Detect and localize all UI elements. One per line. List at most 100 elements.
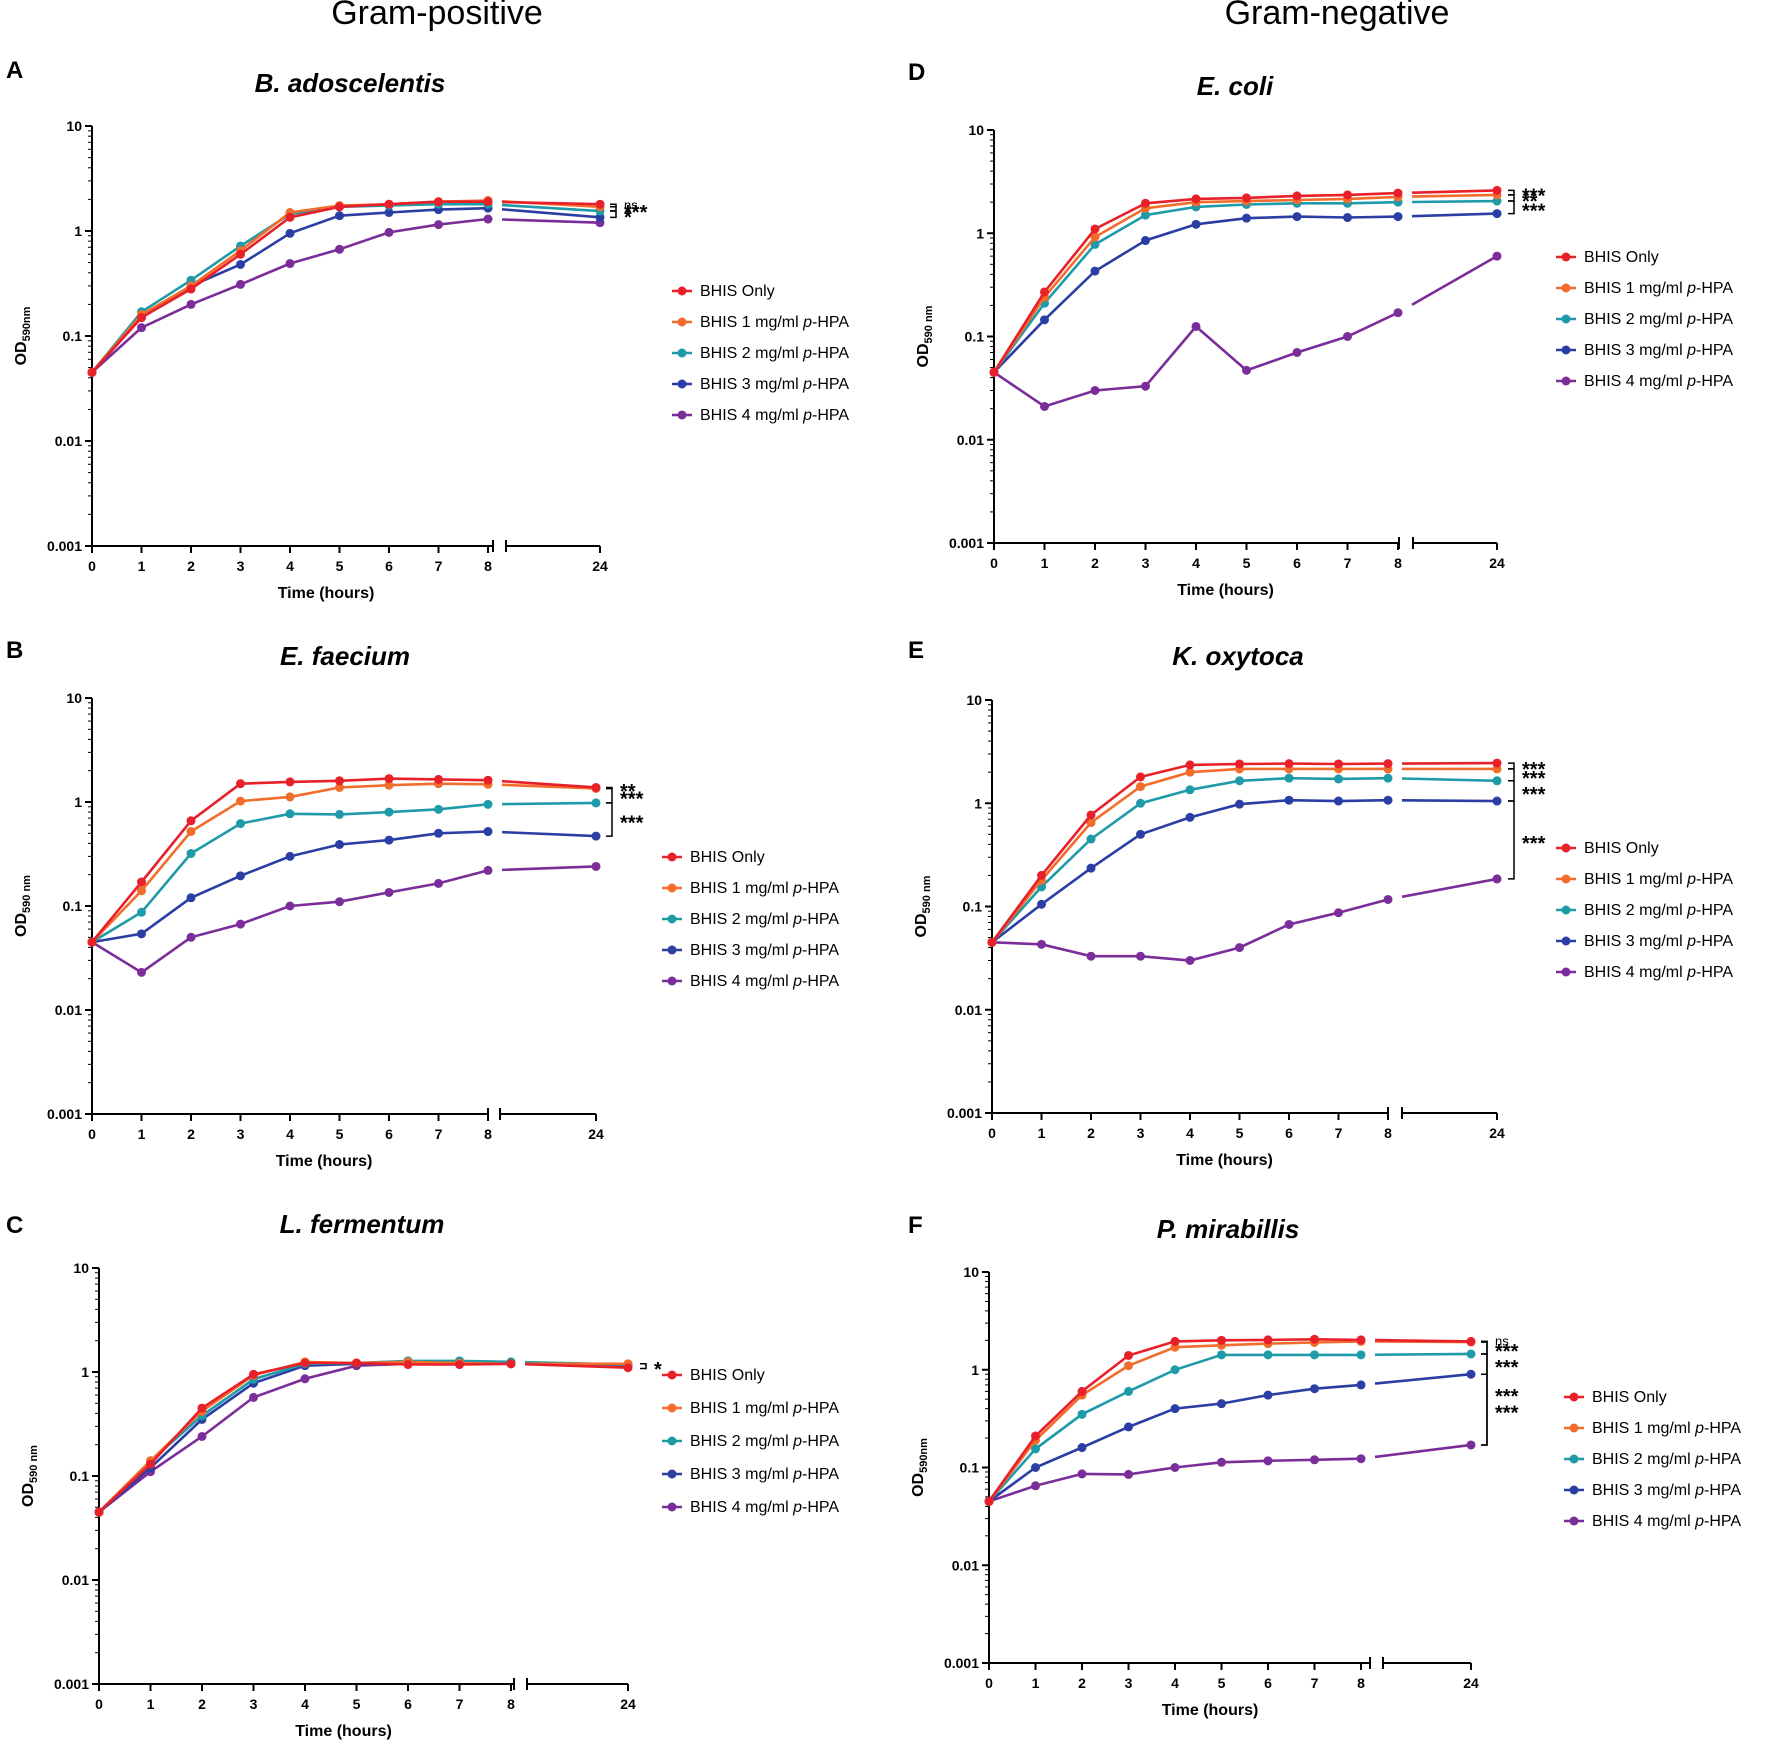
y-axis-title-main: OD [13,913,30,937]
series-line-after-break [524,1362,629,1369]
data-point [1235,776,1244,786]
y-tick-label: 10 [963,1264,979,1280]
data-point [236,249,245,259]
data-point [1284,759,1294,769]
data-point [186,827,196,837]
data-point [1191,219,1201,229]
data-point [1334,796,1343,806]
data-point [384,199,394,209]
data-point [1037,899,1046,909]
y-tick-label: 0.01 [62,1572,89,1588]
data-point [384,887,394,897]
series-line-after-break [1411,193,1498,198]
legend-swatch-marker [1561,345,1571,355]
x-tick-label: 2 [198,1696,206,1712]
data-point [285,901,295,911]
significance-label: *** [1522,759,1546,781]
legend-label-prefix: BHIS 4 mg/ml [1584,373,1687,390]
series-5 [87,861,601,977]
data-point [1263,1335,1273,1345]
data-point [1141,381,1150,391]
data-point [1334,774,1343,784]
y-tick-label: 0.01 [957,432,984,448]
legend-label-suffix: -HPA [1704,1482,1741,1499]
data-point [623,1363,633,1373]
legend-label-italic: p [792,1433,802,1450]
data-point [1040,315,1049,325]
legend-label-suffix: -HPA [1696,902,1733,919]
series-line [91,782,489,944]
legend-label-prefix: BHIS 2 mg/ml [690,1433,793,1450]
x-tick-label: 7 [1311,1675,1319,1691]
data-point [591,831,601,841]
legend-label: BHIS 4 mg/ml p-HPA [690,1499,839,1516]
legend-label-prefix: BHIS Only [1584,249,1659,266]
data-point [335,782,344,792]
legend-label-italic: p [1694,1420,1704,1437]
data-point [1356,1380,1366,1390]
y-axis-title: OD590 nm [915,305,935,367]
y-tick-label: 0.1 [70,1468,90,1484]
y-tick-label: 0.001 [947,1105,982,1121]
legend-label: BHIS 2 mg/ml p-HPA [1584,311,1733,328]
series-line-after-break [501,865,597,872]
panel-title: B. adoscelentis [255,68,446,98]
series-1 [984,1334,1476,1506]
data-point [1170,1463,1180,1472]
legend-label-prefix: BHIS 4 mg/ml [700,407,803,424]
series-line [91,803,489,944]
x-tick-label: 8 [1357,1675,1365,1691]
panel-letter: B [6,637,23,664]
legend-label: BHIS 3 mg/ml p-HPA [690,942,839,959]
series-2 [987,764,1502,947]
panel-letter: D [908,59,925,86]
legend-label: BHIS 2 mg/ml p-HPA [1584,902,1733,919]
legend-label-suffix: -HPA [802,1400,839,1417]
y-tick-label: 1 [974,795,982,811]
legend-label-prefix: BHIS 2 mg/ml [1592,1451,1695,1468]
data-point [186,848,196,858]
legend-label: BHIS 4 mg/ml p-HPA [690,973,839,990]
data-point [1141,198,1150,208]
data-point [1292,212,1302,222]
x-axis-title: Time (hours) [1176,1152,1273,1169]
data-point [1383,773,1393,783]
y-axis-title: OD590 nm [20,1445,40,1507]
data-point [1136,782,1145,792]
legend-swatch-marker [1561,252,1571,262]
legend-label-suffix: -HPA [812,407,849,424]
significance-label: * [654,1359,662,1381]
x-axis-title: Time (hours) [276,1153,373,1170]
series-3 [989,196,1502,377]
legend-label-italic: p [792,1466,802,1483]
data-point [1284,773,1294,783]
data-point [989,367,999,377]
x-tick-label: 7 [435,1126,443,1142]
y-axis-title-main: OD [915,343,932,367]
legend-label: BHIS 1 mg/ml p-HPA [1592,1420,1741,1437]
data-point [1263,1456,1273,1466]
data-point [285,259,295,269]
legend-label: BHIS Only [690,849,765,866]
legend-label-italic: p [792,911,802,928]
series-3 [984,1349,1476,1506]
legend-swatch-marker [1569,1485,1579,1495]
data-point [1383,759,1393,769]
data-point [249,1392,258,1402]
legend-swatch-marker [677,410,687,420]
data-point [1492,796,1502,806]
significance-bracket [1481,1340,1488,1446]
legend-label-italic: p [802,345,812,362]
y-tick-label: 0.001 [47,538,82,554]
legend-swatch-marker [1569,1423,1579,1433]
significance-label: *** [1495,1357,1519,1379]
legend-swatch-marker [667,914,677,924]
data-point [1217,1399,1226,1409]
x-tick-label: 5 [336,1126,344,1142]
data-point [591,798,601,808]
data-point [434,774,443,784]
